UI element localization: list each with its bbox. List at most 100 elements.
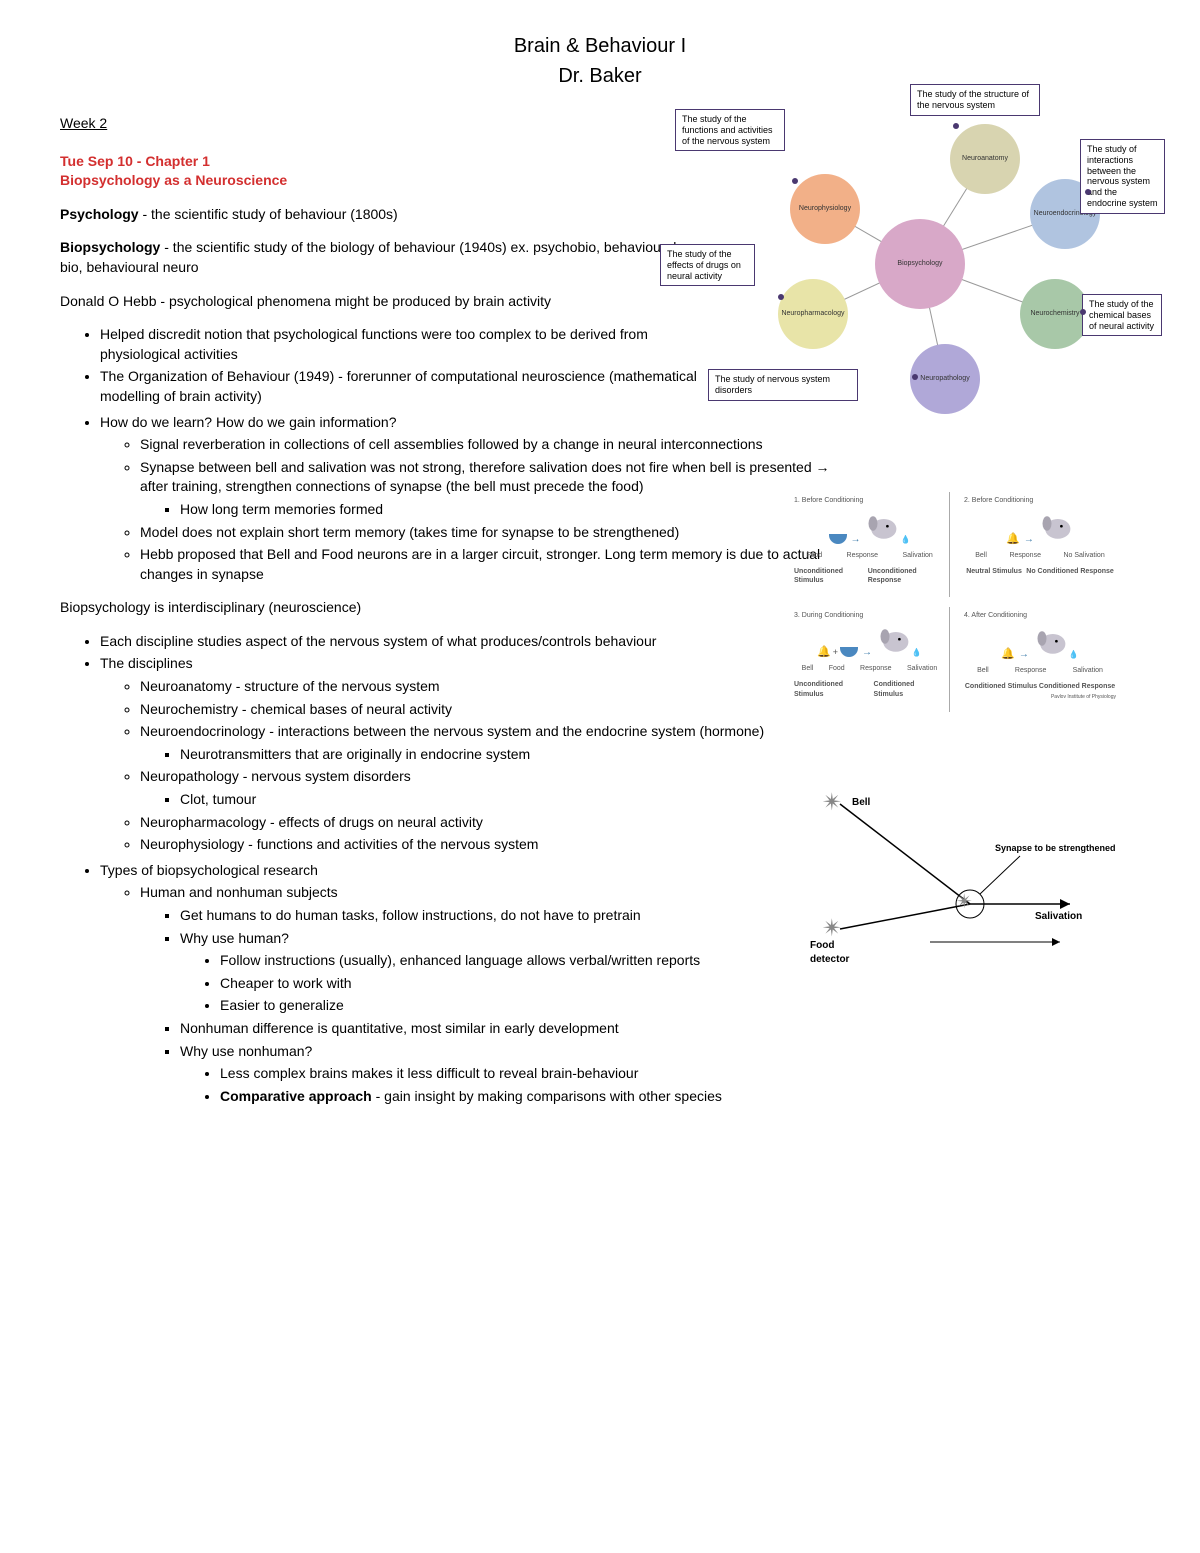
dot-icon xyxy=(778,294,784,300)
list-item: Helped discredit notion that psychologic… xyxy=(100,325,700,364)
list-item: Neurotransmitters that are originally in… xyxy=(180,745,840,765)
list-item: Cheaper to work with xyxy=(220,974,1140,994)
food-icon xyxy=(840,647,858,657)
content: Week 2 Tue Sep 10 - Chapter 1 Biopsychol… xyxy=(60,114,1140,1106)
panel-title: 1. Before Conditioning xyxy=(794,496,945,506)
list-item: Neurophysiology - functions and activiti… xyxy=(140,835,840,855)
dog-icon xyxy=(1038,514,1074,542)
neuron-icon: ✴ xyxy=(956,888,973,916)
text: Why use human? xyxy=(180,930,289,946)
note: Pavlov Institute of Physiology xyxy=(964,694,1116,701)
page-header: Brain & Behaviour I Dr. Baker xyxy=(60,32,1140,90)
panel-3: 3. During Conditioning 🔔 + → 💧 Bell Food… xyxy=(790,607,950,712)
arrow-icon: → xyxy=(851,533,861,547)
list-item: Neuroanatomy - structure of the nervous … xyxy=(140,677,840,697)
bubble-path: Neuropathology xyxy=(910,344,980,414)
bubble-chem: Neurochemistry xyxy=(1020,279,1090,349)
biopsych-diagram: Biopsychology Neuroanatomy Neurophysiolo… xyxy=(660,84,1160,424)
text: Synapse between bell and salivation was … xyxy=(140,459,830,495)
label: Food xyxy=(829,664,845,674)
label: No Conditioned Response xyxy=(1026,567,1114,577)
list-item: Less complex brains makes it less diffic… xyxy=(220,1064,1140,1084)
list-item: Neurochemistry - chemical bases of neura… xyxy=(140,700,840,720)
box-endo: The study of interactions between the ne… xyxy=(1080,139,1165,214)
label: Response xyxy=(1009,551,1041,561)
list-item: Hebb proposed that Bell and Food neurons… xyxy=(140,545,840,584)
bell-icon: 🔔 xyxy=(1001,647,1015,662)
bubble-phys: Neurophysiology xyxy=(790,174,860,244)
panel-title: 3. During Conditioning xyxy=(794,611,945,621)
label: No Salivation xyxy=(1063,551,1104,561)
label-bell: Bell xyxy=(852,796,870,810)
bubble-pharm: Neuropharmacology xyxy=(778,279,848,349)
list-item: Model does not explain short term memory… xyxy=(140,523,840,543)
label-syn: Synapse to be strengthened xyxy=(995,842,1125,855)
list-item: Synapse between bell and salivation was … xyxy=(140,458,840,520)
arrow-icon: → xyxy=(1024,533,1034,547)
list-item: How do we learn? How do we gain informat… xyxy=(100,413,840,585)
list-item: Clot, tumour xyxy=(180,790,840,810)
list-item: The Organization of Behaviour (1949) - f… xyxy=(100,367,700,406)
label: Food xyxy=(806,551,822,561)
label: Unconditioned Stimulus xyxy=(794,567,868,587)
label: Conditioned Response xyxy=(1039,682,1115,692)
list-item: Each discipline studies aspect of the ne… xyxy=(100,632,840,652)
arrow-icon: → xyxy=(1019,648,1029,662)
dog-icon xyxy=(876,627,912,655)
label: Conditioned Stimulus xyxy=(874,680,945,700)
panel-title: 4. After Conditioning xyxy=(964,611,1116,621)
text: Human and nonhuman subjects xyxy=(140,884,338,900)
box-anat: The study of the structure of the nervou… xyxy=(910,84,1040,116)
text: Why use nonhuman? xyxy=(180,1043,312,1059)
neuron-icon: ✴ xyxy=(822,786,842,820)
label: Unconditioned Response xyxy=(868,567,945,587)
panel-title: 2. Before Conditioning xyxy=(964,496,1116,506)
label-sal: Salivation xyxy=(1035,910,1082,924)
list-item: Easier to generalize xyxy=(220,996,1140,1016)
dot-icon xyxy=(912,374,918,380)
panel-2: 2. Before Conditioning 🔔 → Bell Response… xyxy=(960,492,1120,597)
label: Salivation xyxy=(1073,666,1103,676)
food-icon xyxy=(829,534,847,544)
bell-icon: 🔔 xyxy=(1006,532,1020,547)
drop-icon: 💧 xyxy=(900,534,910,545)
dot-icon xyxy=(792,178,798,184)
text: Neuroendocrinology - interactions betwee… xyxy=(140,723,764,739)
box-phys: The study of the functions and activitie… xyxy=(675,109,785,151)
dog-icon xyxy=(1033,629,1069,657)
def: - gain insight by making comparisons wit… xyxy=(372,1088,722,1104)
title: Brain & Behaviour I xyxy=(60,32,1140,60)
text: Neuropathology - nervous system disorder… xyxy=(140,768,411,784)
label: Bell xyxy=(975,551,987,561)
label: Response xyxy=(847,551,879,561)
biopsych-def: Biopsychology - the scientific study of … xyxy=(60,238,700,277)
hebb-intro: Donald O Hebb - psychological phenomena … xyxy=(60,292,700,312)
drop-icon: 💧 xyxy=(912,647,922,658)
label: Unconditioned Stimulus xyxy=(794,680,874,700)
term: Comparative approach xyxy=(220,1088,372,1104)
label: Conditioned Stimulus xyxy=(965,682,1037,692)
synapse-diagram: ✴ ✴ ✴ Bell Food detector Salivation Syna… xyxy=(800,774,1120,969)
label: Salivation xyxy=(907,664,937,674)
label: Response xyxy=(860,664,892,674)
list-item: Nonhuman difference is quantitative, mos… xyxy=(180,1019,1140,1039)
list-item: Neuropathology - nervous system disorder… xyxy=(140,767,840,809)
psych-def: Psychology - the scientific study of beh… xyxy=(60,205,700,225)
dog-icon xyxy=(864,514,900,542)
label: Bell xyxy=(802,664,814,674)
box-path: The study of nervous system disorders xyxy=(708,369,858,401)
list-item: Neuroendocrinology - interactions betwee… xyxy=(140,722,840,764)
box-chem: The study of the chemical bases of neura… xyxy=(1082,294,1162,336)
panel-1: 1. Before Conditioning → 💧 Food Response… xyxy=(790,492,950,597)
list-item: Signal reverberation in collections of c… xyxy=(140,435,840,455)
text: The disciplines xyxy=(100,655,193,671)
hebb-list-2: How do we learn? How do we gain informat… xyxy=(60,413,840,585)
inter-intro: Biopsychology is interdisciplinary (neur… xyxy=(60,598,840,618)
panel-4: 4. After Conditioning 🔔 → 💧 Bell Respons… xyxy=(960,607,1120,712)
list-item: Comparative approach - gain insight by m… xyxy=(220,1087,1140,1107)
label-food: Food detector xyxy=(810,939,870,967)
list-item: Why use nonhuman? Less complex brains ma… xyxy=(180,1042,1140,1107)
dot-icon xyxy=(1085,189,1091,195)
list-item: Neuropharmacology - effects of drugs on … xyxy=(140,813,840,833)
label: Salivation xyxy=(902,551,932,561)
